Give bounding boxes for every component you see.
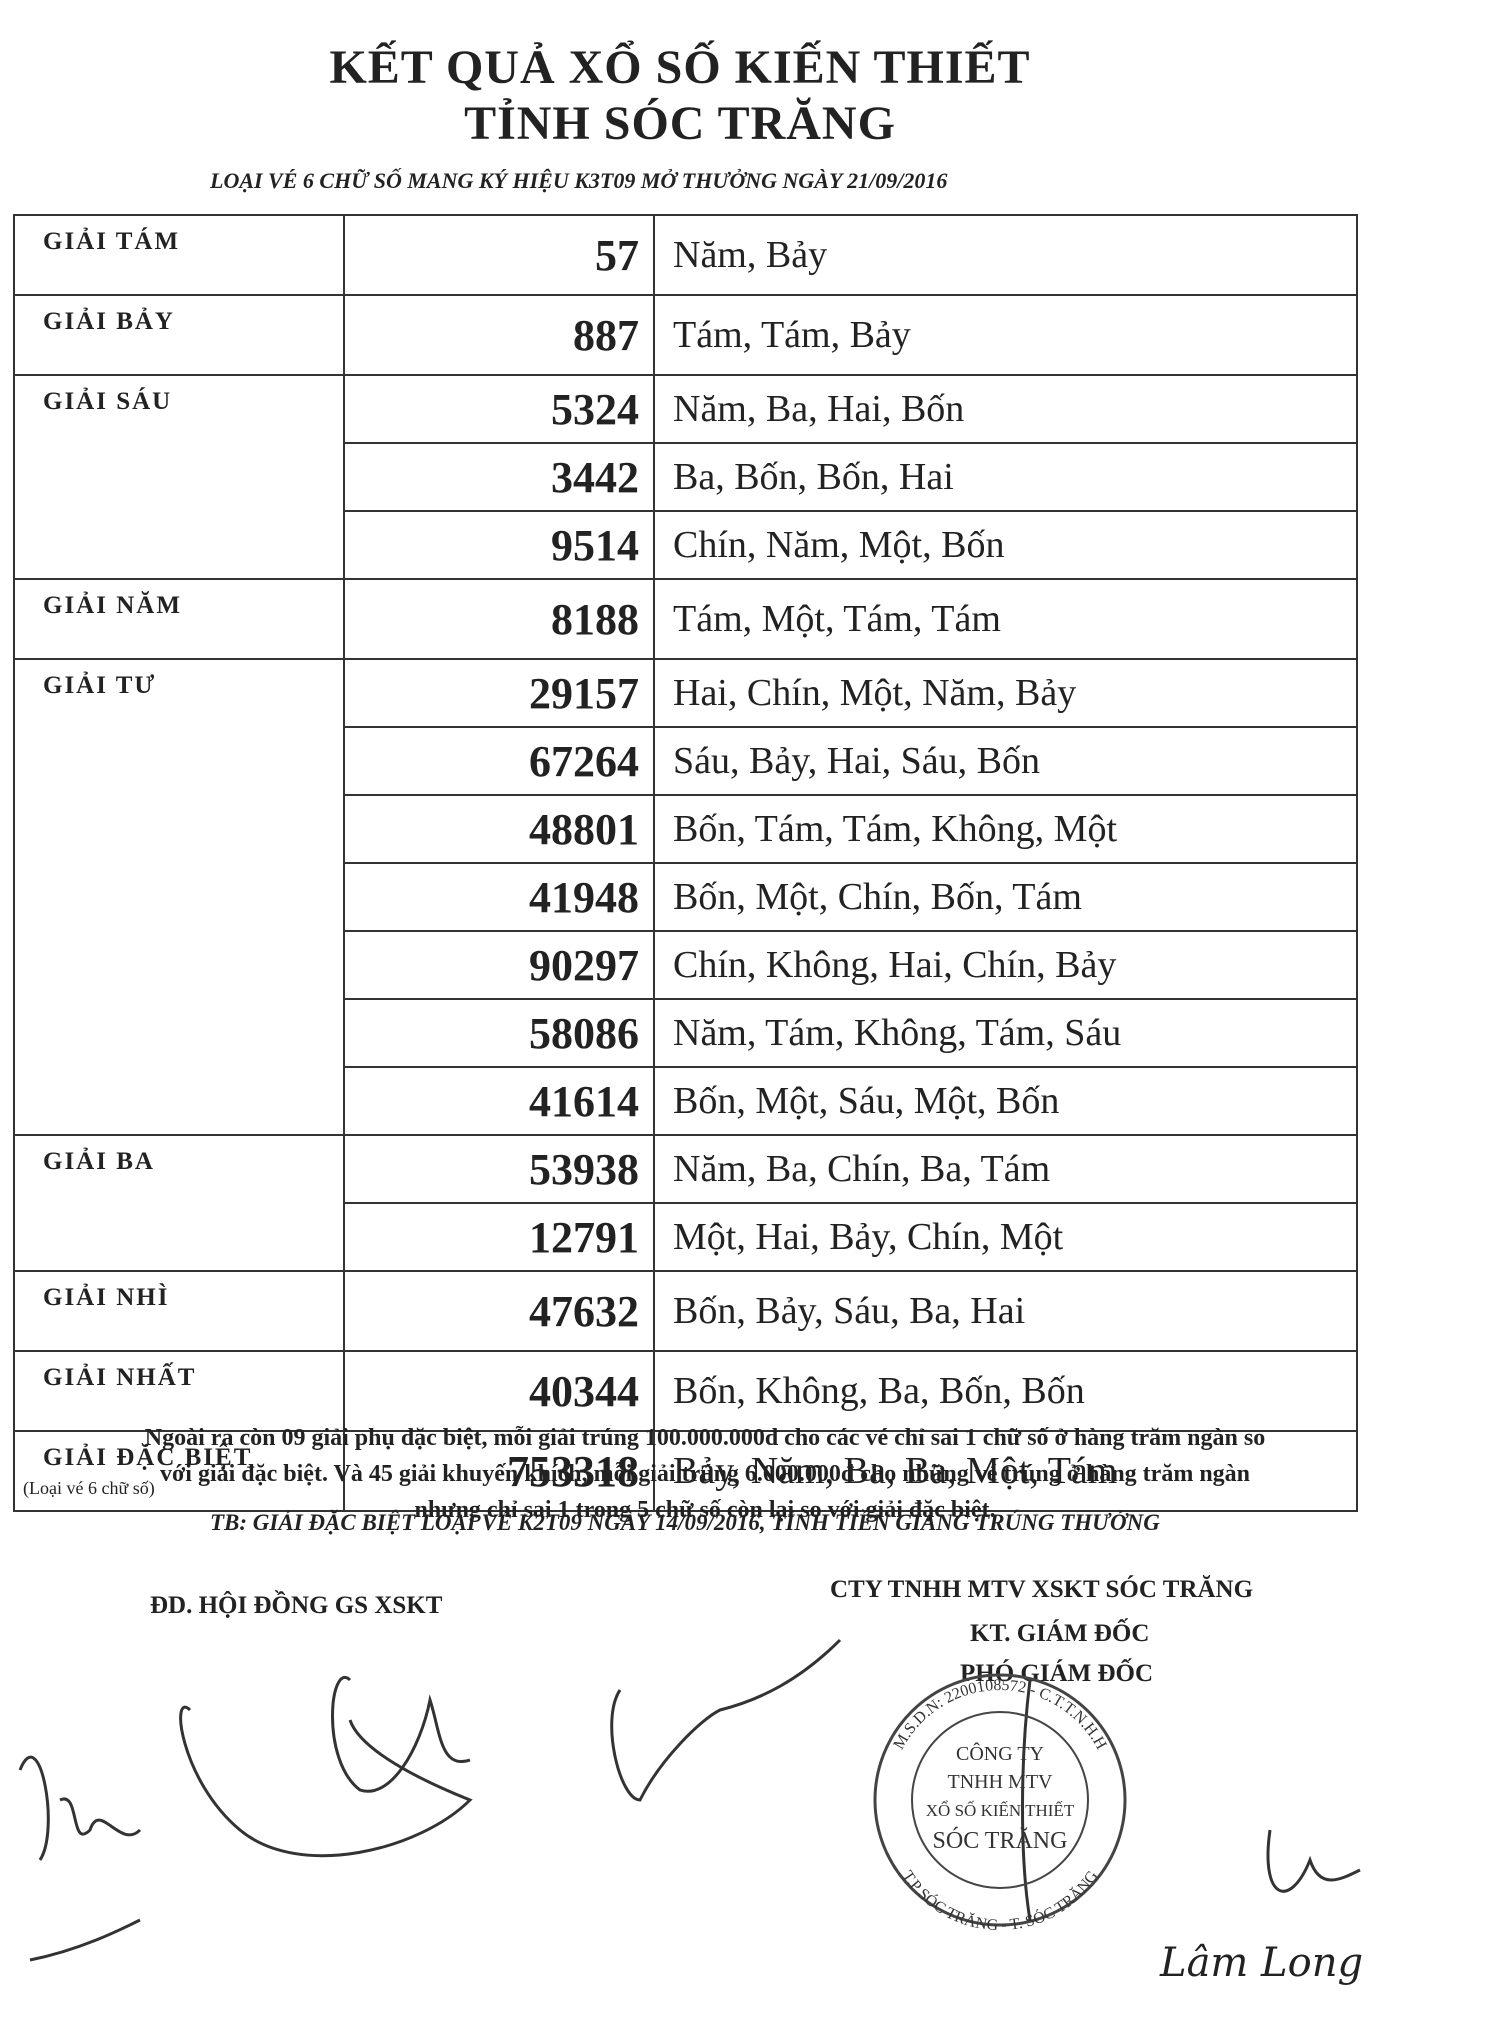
words: Tám, Một, Tám, Tám	[653, 578, 1358, 660]
result-row: GIẢI BA 53938 Năm, Ba, Chín, Ba, Tám	[13, 1134, 1358, 1272]
note-tb: TB: GIẢI ĐẶC BIỆT LOẠI VÉ K2T09 NGÀY 14/…	[210, 1510, 1160, 1535]
prize-label: GIẢI SÁU	[43, 388, 173, 415]
number: 90297	[343, 930, 655, 1000]
signature-title: ĐD. HỘI ĐỒNG GS XSKT	[150, 1592, 443, 1619]
words: Sáu, Bảy, Hai, Sáu, Bốn	[653, 726, 1358, 796]
result-row: 67264 Sáu, Bảy, Hai, Sáu, Bốn	[14, 726, 1358, 796]
prize-label: GIẢI NHÌ	[43, 1284, 170, 1311]
results-table: GIẢI TÁM 57 Năm, Bảy GIẢI BẢY 887 Tám, Tám, B…	[13, 214, 1358, 1512]
number: 41948	[343, 862, 655, 932]
number: 3442	[343, 442, 655, 512]
result-row: 90297 Chín, Không, Hai, Chín, Bảy	[14, 930, 1358, 1000]
words: Bốn, Bảy, Sáu, Ba, Hai	[653, 1270, 1358, 1352]
prize-label: GIẢI NHẤT	[43, 1364, 197, 1391]
prize-cell: GIẢI TƯ	[13, 658, 345, 1136]
signature-title: KT. GIÁM ĐỐC	[970, 1620, 1150, 1647]
prize-cell: GIẢI BA	[13, 1134, 345, 1272]
number: 887	[343, 294, 655, 376]
words: Bốn, Tám, Tám, Không, Một	[653, 794, 1358, 864]
signature-title: PHÓ GIÁM ĐỐC	[960, 1660, 1154, 1687]
prize-label: GIẢI BA	[43, 1148, 155, 1175]
words: Bốn, Một, Sáu, Một, Bốn	[653, 1066, 1358, 1136]
words: Bốn, Không, Ba, Bốn, Bốn	[653, 1350, 1358, 1432]
result-row: GIẢI TÁM 57 Năm, Bảy	[13, 214, 1358, 296]
result-row: 58086 Năm, Tám, Không, Tám, Sáu	[14, 998, 1358, 1068]
words: Bảy, Năm, Ba, Ba, Một, Tám	[653, 1430, 1358, 1512]
result-row: 9514 Chín, Năm, Một, Bốn	[14, 510, 1358, 580]
stamp: M.S.D.N: 2200108572 - C.T.T.N.H.H T.P SÓ…	[873, 1673, 1127, 1934]
stamp-text: CÔNG TY	[956, 1741, 1044, 1765]
result-row: 3442 Ba, Bốn, Bốn, Hai	[14, 442, 1358, 512]
result-row: 41614 Bốn, Một, Sáu, Một, Bốn	[14, 1066, 1358, 1136]
stamp-ring-text: M.S.D.N: 2200108572 - C.T.T.N.H.H	[890, 1677, 1110, 1753]
prize-cell: GIẢI BẢY	[13, 294, 345, 376]
stamp-ring-text: T.P SÓC TRĂNG - T. SÓC TRĂNG	[899, 1867, 1102, 1934]
number: 41614	[343, 1066, 655, 1136]
number: 67264	[343, 726, 655, 796]
signer-name: Lâm Long	[1160, 1940, 1364, 1986]
prize-label: GIẢI ĐẶC BIỆT	[43, 1444, 253, 1471]
prize-cell: GIẢI SÁU	[13, 374, 345, 580]
prize-cell: GIẢI NĂM	[13, 578, 345, 660]
signature-title: CTY TNHH MTV XSKT SÓC TRĂNG	[830, 1576, 1254, 1603]
number: 48801	[343, 794, 655, 864]
handwriting	[18, 1638, 1361, 1962]
number: 9514	[343, 510, 655, 580]
result-row: GIẢI NHẤT 40344 Bốn, Không, Ba, Bốn, Bốn	[13, 1350, 1358, 1432]
result-row: 12791 Một, Hai, Bảy, Chín, Một	[14, 1202, 1358, 1272]
number: 57	[343, 214, 655, 296]
result-row: 41948 Bốn, Một, Chín, Bốn, Tám	[14, 862, 1358, 932]
signatures-stamp: M.S.D.N: 2200108572 - C.T.T.N.H.H T.P SÓ…	[18, 1638, 1361, 1962]
words: Hai, Chín, Một, Năm, Bảy	[653, 658, 1358, 728]
words: Một, Hai, Bảy, Chín, Một	[653, 1202, 1358, 1272]
result-row: GIẢI ĐẶC BIỆT (Loại vé 6 chữ số) 753318 Bảy…	[13, 1430, 1358, 1512]
result-row: 48801 Bốn, Tám, Tám, Không, Một	[14, 794, 1358, 864]
number: 53938	[343, 1134, 655, 1204]
prize-cell: GIẢI TÁM	[13, 214, 345, 296]
words: Năm, Tám, Không, Tám, Sáu	[653, 998, 1358, 1068]
number: 47632	[343, 1270, 655, 1352]
words: Tám, Tám, Bảy	[653, 294, 1358, 376]
number: 753318	[343, 1430, 655, 1512]
stamp-ring: T.P SÓC TRĂNG - T. SÓC TRĂNG	[899, 1867, 1102, 1934]
stamp-ring: M.S.D.N: 2200108572 - C.T.T.N.H.H	[890, 1677, 1110, 1753]
words: Năm, Ba, Chín, Ba, Tám	[653, 1134, 1358, 1204]
title: KẾT QUẢ XỔ SỐ KIẾN THIẾT	[329, 41, 1031, 94]
result-row: GIẢI SÁU 5324 Năm, Ba, Hai, Bốn	[13, 374, 1358, 580]
prize-cell: GIẢI NHÌ	[13, 1270, 345, 1352]
words: Bốn, Một, Chín, Bốn, Tám	[653, 862, 1358, 932]
number: 29157	[343, 658, 655, 728]
number: 12791	[343, 1202, 655, 1272]
prize-label: GIẢI TƯ	[43, 672, 157, 699]
stamp-text: TNHH MTV	[948, 1771, 1054, 1793]
subtitle: LOẠI VÉ 6 CHỮ SỐ MANG KÝ HIỆU K3T09 MỞ T…	[210, 168, 948, 193]
result-row: GIẢI NHÌ 47632 Bốn, Bảy, Sáu, Ba, Hai	[13, 1270, 1358, 1352]
words: Năm, Bảy	[653, 214, 1358, 296]
prize-label: GIẢI TÁM	[43, 228, 181, 255]
result-row: GIẢI TƯ 29157 Hai, Chín, Một, Năm, Bảy	[13, 658, 1358, 1136]
prize-note: (Loại vé 6 chữ số)	[23, 1478, 155, 1498]
result-row: GIẢI NĂM 8188 Tám, Một, Tám, Tám	[13, 578, 1358, 660]
words: Chín, Năm, Một, Bốn	[653, 510, 1358, 580]
stamp-text: XỔ SỐ KIẾN THIẾT	[926, 1800, 1075, 1820]
number: 58086	[343, 998, 655, 1068]
result-row: GIẢI BẢY 887 Tám, Tám, Bảy	[13, 294, 1358, 376]
words: Ba, Bốn, Bốn, Hai	[653, 442, 1358, 512]
title: TỈNH SÓC TRĂNG	[464, 97, 896, 150]
prize-cell: GIẢI NHẤT	[13, 1350, 345, 1432]
note-paragraph: Ngoài ra còn 09 giải phụ đặc biệt, mỗi g…	[144, 1425, 1266, 1523]
words: Năm, Ba, Hai, Bốn	[653, 374, 1358, 444]
number: 5324	[343, 374, 655, 444]
prize-label: GIẢI NĂM	[43, 592, 182, 619]
number: 8188	[343, 578, 655, 660]
prize-cell: GIẢI ĐẶC BIỆT (Loại vé 6 chữ số)	[13, 1430, 345, 1512]
words: Chín, Không, Hai, Chín, Bảy	[653, 930, 1358, 1000]
number: 40344	[343, 1350, 655, 1432]
prize-label: GIẢI BẢY	[43, 308, 175, 335]
stamp-text: SÓC TRĂNG	[933, 1827, 1068, 1854]
